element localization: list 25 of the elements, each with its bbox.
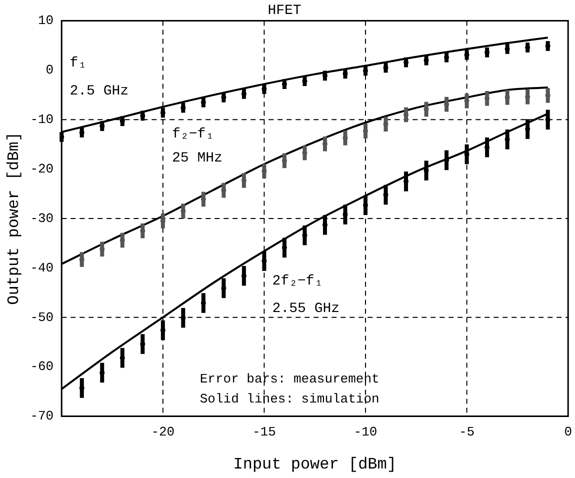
chart-title: HFET bbox=[268, 3, 302, 20]
annotation: f₁ bbox=[70, 55, 87, 72]
y-axis-title: Output power [dBm] bbox=[4, 132, 23, 305]
y-tick-label: 10 bbox=[38, 13, 54, 28]
x-tick-label: -10 bbox=[354, 424, 378, 440]
annotation: f₂−f₁ bbox=[172, 126, 214, 143]
x-tick-label: -15 bbox=[252, 424, 276, 440]
y-tick-label: -40 bbox=[30, 260, 54, 276]
x-tick-label: -20 bbox=[151, 424, 175, 440]
x-tick-label: -5 bbox=[458, 424, 475, 440]
annotation: 2.55 GHz bbox=[272, 300, 340, 317]
y-tick-label: -60 bbox=[30, 359, 54, 374]
annotation: 2.5 GHz bbox=[70, 83, 129, 100]
x-axis-title: Input power [dBm] bbox=[233, 456, 396, 474]
y-tick-label: 0 bbox=[46, 62, 54, 78]
y-tick-label: -10 bbox=[30, 112, 54, 128]
y-tick-label: -30 bbox=[30, 210, 54, 226]
annotation: 2f₂−f₁ bbox=[272, 274, 323, 290]
annotation: Error bars: measurement bbox=[200, 371, 380, 386]
y-tick-label: -70 bbox=[30, 408, 54, 424]
annotation: 25 MHz bbox=[172, 150, 222, 167]
y-tick-label: -50 bbox=[30, 310, 54, 325]
x-tick-label: 0 bbox=[564, 424, 572, 440]
annotation: Solid lines: simulation bbox=[200, 392, 380, 407]
y-tick-label: -20 bbox=[30, 162, 54, 177]
